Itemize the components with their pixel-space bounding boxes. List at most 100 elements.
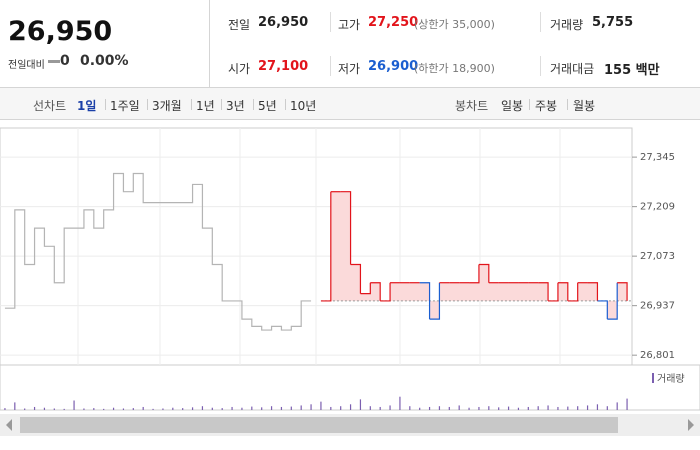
candle-tab[interactable]: 월봉: [573, 99, 596, 113]
period-tabs: 선차트 1일 1주일 3개월 1년 3년 5년 10년 봉차트 일봉 주봉 월봉: [0, 88, 700, 120]
volume-bar: [498, 407, 500, 410]
volume-bar: [162, 408, 164, 410]
scroll-right[interactable]: [688, 419, 694, 431]
volume-bar: [537, 406, 539, 410]
scroll-left[interactable]: [6, 419, 12, 431]
y-tick-label: 27,073: [640, 251, 675, 262]
stat-label: 시가: [228, 62, 251, 76]
scroll-thumb[interactable]: [20, 417, 618, 433]
period-tab[interactable]: 3개월: [152, 99, 182, 113]
volume-bar: [399, 396, 401, 410]
volume-bar: [567, 406, 569, 410]
price-segment: [320, 191, 332, 302]
stat-value: 26,900: [368, 59, 419, 74]
volume-bar: [300, 405, 302, 410]
tab-divider: [191, 99, 192, 110]
volume-bar: [122, 408, 125, 410]
volume-bar: [231, 406, 233, 410]
volume-bar: [547, 405, 549, 410]
volume-bar: [63, 408, 65, 410]
volume-bar: [241, 407, 243, 410]
volume-bar: [330, 406, 332, 410]
stat-value: 5,755: [592, 15, 634, 30]
volume-bar: [557, 406, 559, 410]
tab-divider: [221, 99, 222, 110]
price-box: 26,950 전일대비 0 0.00%: [0, 0, 210, 87]
price-segment: [360, 282, 371, 295]
volume-bar: [221, 408, 223, 410]
stat-label: 거래대금: [550, 62, 595, 76]
price-segment: [370, 282, 381, 301]
quote-header: 26,950 전일대비 0 0.00% 전일 26,950 고가 27,250 (상한가…: [0, 0, 700, 88]
volume-bar: [517, 407, 520, 410]
volume-bar: [507, 406, 510, 410]
price-segment: [478, 263, 490, 283]
volume-bar: [182, 408, 184, 410]
period-tab[interactable]: 5년: [258, 99, 277, 113]
tab-group-label: 선차트: [33, 99, 67, 113]
period-tab[interactable]: 3년: [226, 99, 245, 113]
volume-bar: [132, 408, 134, 410]
stat-value: 27,100: [258, 59, 309, 74]
volume-bar: [428, 406, 431, 410]
divider: [330, 56, 331, 76]
volume-bar: [527, 406, 529, 410]
price-segment: [587, 282, 599, 301]
price-segment: [557, 282, 569, 301]
tab-divider: [567, 99, 568, 110]
period-tab[interactable]: 1주일: [110, 99, 140, 113]
volume-bar: [152, 408, 154, 410]
volume-bar: [83, 408, 85, 410]
volume-bar: [93, 408, 95, 410]
volume-bar: [4, 408, 6, 410]
volume-bar: [488, 406, 490, 410]
volume-bar: [270, 406, 273, 410]
candle-tab[interactable]: 주봉: [535, 99, 558, 113]
candle-tab[interactable]: 일봉: [501, 99, 524, 113]
period-tab[interactable]: 1일: [77, 99, 97, 113]
volume-bar: [389, 405, 391, 410]
price-segment: [380, 282, 391, 302]
period-tab[interactable]: 1년: [196, 99, 215, 113]
tab-divider: [253, 99, 254, 110]
y-tick-label: 27,209: [640, 202, 675, 213]
stat-note: (상한가 35,000): [414, 18, 495, 31]
y-tick-label: 26,937: [640, 301, 675, 312]
volume-bar: [73, 400, 75, 410]
volume-bar: [172, 407, 174, 410]
tab-divider: [105, 99, 106, 110]
volume-bar: [201, 406, 204, 410]
price-segment: [469, 264, 480, 284]
volume-bar: [142, 406, 144, 410]
volume-bar: [310, 404, 312, 410]
change-rate: 0.00%: [80, 53, 129, 69]
legend-swatch: [652, 373, 654, 383]
stat-label: 고가: [338, 18, 361, 32]
tab-divider: [529, 99, 530, 110]
chart: 27,345 27,209 27,073 26,937 26,801 거래량: [0, 127, 700, 436]
period-tab[interactable]: 10년: [290, 99, 317, 113]
volume-bar: [43, 407, 46, 410]
volume-bar: [290, 406, 292, 410]
price-segment: [419, 282, 431, 320]
volume-bar: [280, 406, 283, 410]
volume-bar: [349, 404, 352, 410]
price-segment: [548, 282, 559, 302]
stat-label: 거래량: [550, 18, 584, 32]
volume-bar: [369, 406, 371, 410]
current-price: 26,950: [8, 16, 113, 47]
flat-icon: [48, 60, 60, 63]
volume-bar: [191, 407, 194, 410]
price-segment: [340, 191, 352, 265]
divider: [540, 56, 541, 76]
volume-bar: [53, 408, 55, 410]
divider: [330, 12, 331, 32]
stat-value: 27,250: [368, 15, 419, 30]
price-segment: [350, 263, 362, 294]
price-segment: [607, 282, 618, 320]
stat-value: 155 백만: [604, 63, 660, 78]
stat-value: 26,950: [258, 15, 309, 30]
volume-bar: [33, 406, 36, 410]
volume-bar: [606, 406, 608, 410]
